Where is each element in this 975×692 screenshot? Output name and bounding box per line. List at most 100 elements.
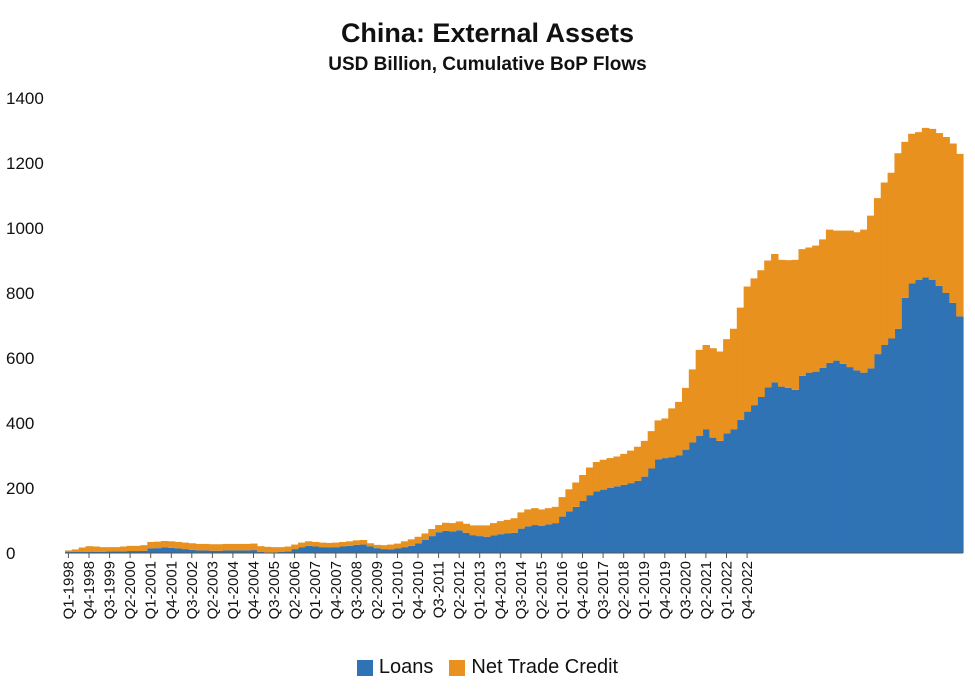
area-segment — [85, 546, 94, 552]
legend-swatch-net-trade-credit — [449, 659, 466, 676]
area-segment — [956, 153, 964, 317]
area-segment — [825, 362, 834, 554]
area-segment — [503, 533, 512, 553]
x-tick-label: Q2-2018 — [616, 561, 633, 619]
area-segment — [380, 549, 388, 553]
legend-item-net-trade-credit[interactable]: Net Trade Credit — [449, 656, 618, 679]
x-tick-label: Q2-2000 — [122, 561, 139, 619]
area-segment — [154, 548, 162, 554]
area-segment — [777, 386, 786, 553]
area-segment — [736, 307, 745, 420]
area-segment — [798, 249, 806, 376]
area-segment — [565, 489, 573, 512]
area-segment — [346, 545, 354, 553]
area-segment — [702, 429, 710, 553]
area-segment — [284, 551, 292, 554]
x-tick-label: Q3-2020 — [677, 561, 694, 619]
area-segment — [318, 542, 327, 548]
area-segment — [400, 541, 409, 548]
area-segment — [633, 446, 642, 481]
area-segment — [956, 316, 964, 553]
area-segment — [174, 548, 183, 553]
area-segment — [579, 501, 587, 553]
legend-item-loans[interactable]: Loans — [356, 656, 434, 679]
area-segment — [352, 540, 361, 545]
x-tick-label: Q2-2003 — [204, 561, 221, 619]
y-tick-label: 200 — [6, 479, 34, 498]
area-segment — [675, 401, 683, 456]
area-segment — [291, 549, 299, 553]
area-segment — [867, 215, 875, 369]
area-segment — [681, 449, 690, 553]
area-segment — [352, 544, 361, 554]
area-segment — [435, 525, 443, 533]
area-segment — [757, 270, 765, 397]
area-segment — [908, 133, 916, 284]
area-segment — [85, 551, 94, 553]
x-tick-label: Q4-2016 — [575, 561, 592, 619]
area-segment — [455, 521, 464, 531]
area-segment — [627, 450, 635, 484]
area-segment — [695, 436, 704, 553]
area-segment — [798, 375, 806, 554]
area-segment — [284, 546, 292, 552]
area-segment — [435, 532, 443, 553]
area-segment — [256, 546, 265, 553]
area-segment — [524, 526, 532, 553]
area-segment — [400, 547, 409, 553]
area-segment — [311, 546, 320, 553]
area-segment — [346, 541, 354, 546]
legend-swatch-loans — [356, 659, 373, 676]
area-segment — [764, 387, 772, 553]
area-segment — [777, 259, 786, 387]
area-segment — [250, 543, 258, 551]
area-segment — [421, 533, 429, 540]
area-segment — [195, 543, 203, 551]
area-segment — [599, 459, 608, 490]
area-segment — [71, 549, 80, 553]
x-tick-label: Q1-2016 — [554, 561, 571, 619]
area-segment — [873, 354, 882, 553]
legend-label-loans: Loans — [378, 656, 434, 678]
area-segment — [627, 483, 635, 554]
area-segment — [394, 548, 402, 553]
area-segment — [846, 367, 854, 553]
area-segment — [188, 549, 196, 553]
area-segment — [140, 545, 148, 551]
area-segment — [414, 543, 423, 553]
area-segment — [421, 540, 429, 553]
area-segment — [942, 137, 950, 293]
area-segment — [229, 550, 237, 553]
area-segment — [119, 551, 128, 554]
area-segment — [784, 260, 793, 388]
x-tick-label: Q4-2007 — [328, 561, 345, 619]
x-tick-label: Q1-2010 — [390, 561, 407, 619]
area-segment — [339, 546, 347, 553]
x-tick-label: Q3-1999 — [102, 561, 119, 619]
area-segment — [812, 371, 820, 553]
area-segment — [215, 550, 224, 553]
area-segment — [407, 539, 416, 546]
area-segment — [921, 277, 930, 553]
area-segment — [723, 339, 731, 434]
area-segment — [339, 541, 347, 547]
area-segment — [723, 433, 731, 553]
area-segment — [332, 542, 340, 548]
area-segment — [106, 547, 114, 552]
area-segment — [490, 523, 498, 536]
area-segment — [716, 440, 724, 554]
area-segment — [359, 544, 368, 553]
y-tick-label: 1200 — [6, 154, 44, 173]
area-segment — [894, 328, 902, 553]
legend-label-net-trade-credit: Net Trade Credit — [471, 656, 619, 678]
area-segment — [222, 550, 231, 553]
area-segment — [873, 198, 882, 355]
area-segment — [819, 367, 827, 553]
area-segment — [901, 141, 909, 298]
area-segment — [318, 547, 327, 553]
x-tick-label: Q1-2007 — [307, 561, 324, 619]
area-segment — [640, 440, 649, 477]
area-segment — [709, 437, 717, 554]
area-segment — [380, 545, 388, 550]
area-segment — [387, 549, 395, 553]
